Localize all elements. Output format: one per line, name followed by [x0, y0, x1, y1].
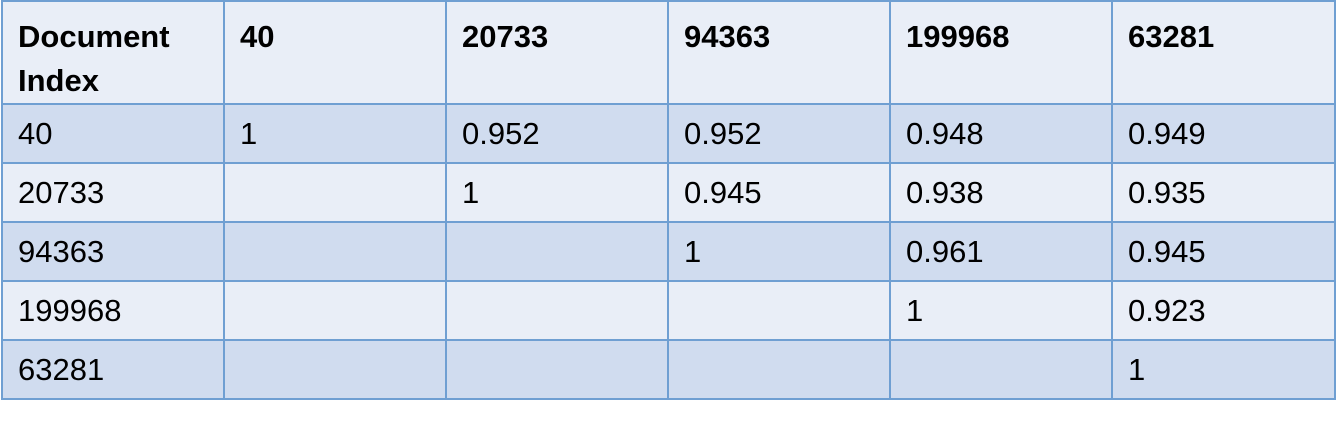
table-row: 40 1 0.952 0.952 0.948 0.949 [1, 103, 1336, 164]
header-row: Document Index 40 20733 94363 199968 632… [1, 0, 1336, 105]
table-cell: 1 [889, 280, 1113, 341]
similarity-table: Document Index 40 20733 94363 199968 632… [1, 0, 1336, 400]
table-cell: 1 [223, 103, 447, 164]
table-cell [889, 339, 1113, 400]
table-cell [223, 162, 447, 223]
table-cell [445, 221, 669, 282]
table-cell: 1 [667, 221, 891, 282]
table-cell: 0.945 [667, 162, 891, 223]
table-cell [445, 339, 669, 400]
table-cell [223, 280, 447, 341]
table-cell: 0.961 [889, 221, 1113, 282]
row-label-cell: 94363 [1, 221, 225, 282]
table-cell [223, 221, 447, 282]
table-row: 20733 1 0.945 0.938 0.935 [1, 162, 1336, 223]
row-label-cell: 63281 [1, 339, 225, 400]
table-row: 94363 1 0.961 0.945 [1, 221, 1336, 282]
header-cell: 40 [223, 0, 447, 105]
table-cell: 0.938 [889, 162, 1113, 223]
table-cell: 0.952 [445, 103, 669, 164]
table-row: 199968 1 0.923 [1, 280, 1336, 341]
table-cell [445, 280, 669, 341]
header-cell: 20733 [445, 0, 669, 105]
table-cell: 0.948 [889, 103, 1113, 164]
header-cell: 199968 [889, 0, 1113, 105]
table-cell: 1 [1111, 339, 1336, 400]
table-cell [667, 339, 891, 400]
table-row: 63281 1 [1, 339, 1336, 400]
header-cell-document-index: Document Index [1, 0, 225, 105]
table-cell: 0.923 [1111, 280, 1336, 341]
table-cell: 0.949 [1111, 103, 1336, 164]
table-cell: 1 [445, 162, 669, 223]
row-label-cell: 20733 [1, 162, 225, 223]
table-cell: 0.952 [667, 103, 891, 164]
header-cell: 94363 [667, 0, 891, 105]
header-cell: 63281 [1111, 0, 1336, 105]
table-cell: 0.935 [1111, 162, 1336, 223]
row-label-cell: 199968 [1, 280, 225, 341]
table-cell [667, 280, 891, 341]
row-label-cell: 40 [1, 103, 225, 164]
table-cell: 0.945 [1111, 221, 1336, 282]
table-cell [223, 339, 447, 400]
